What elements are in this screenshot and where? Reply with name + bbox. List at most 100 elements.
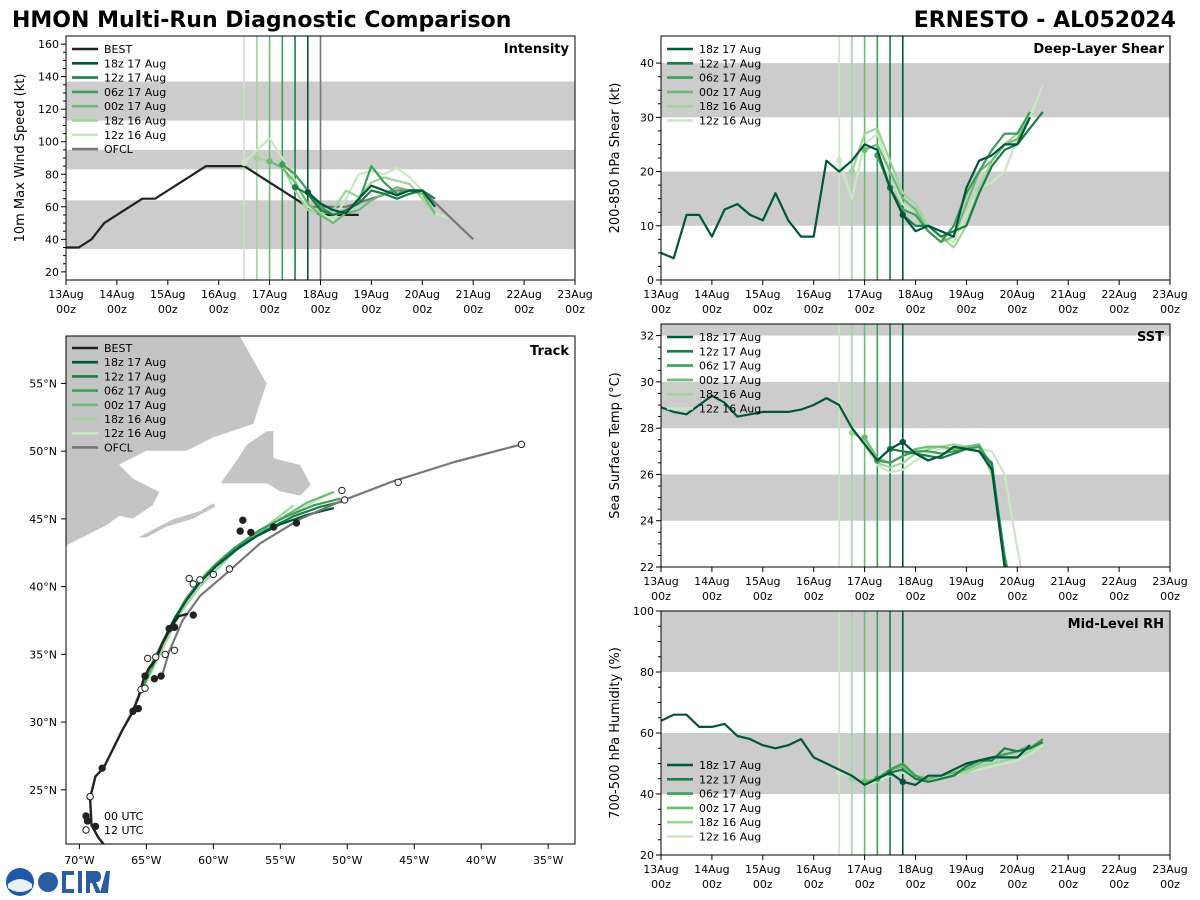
intensity-panel: 20 40 60 80 100 120 140 160 13Aug 00z 14Aug 00z 15Au… xyxy=(13,35,593,316)
series-group xyxy=(66,137,474,249)
x-tick-label: 00z xyxy=(702,878,722,891)
forecast-position-marker xyxy=(152,653,160,661)
y-tick-label: 40 xyxy=(640,788,654,801)
y-tick-label: 80 xyxy=(640,666,654,679)
x-tick-label: 50°W xyxy=(332,854,362,867)
x-tick-label: 00z xyxy=(1109,303,1129,316)
legend-label: 18z 17 Aug xyxy=(699,43,761,56)
x-tick-label: 00z xyxy=(362,303,382,316)
y-tick-label: 26 xyxy=(640,468,654,481)
best-position-marker xyxy=(98,764,106,772)
y-tick-label: 22 xyxy=(640,561,654,574)
shear-panel: 0 10 20 30 40 13Aug 00z 14Aug 00z 15Aug 00z 16Aug 00… xyxy=(608,35,1188,316)
series-line xyxy=(661,394,1006,567)
figure-title: HMON Multi-Run Diagnostic Comparison xyxy=(12,8,511,33)
x-tick-label: 21Aug xyxy=(1050,288,1085,301)
cira-logo-a-icon xyxy=(100,871,110,893)
x-tick-label: 00z xyxy=(804,878,824,891)
noaa-logo-wave-icon xyxy=(8,879,32,892)
best-position-marker xyxy=(269,523,278,531)
y-tick-label: 24 xyxy=(640,515,654,528)
init-marker xyxy=(266,158,273,165)
legend-label: BEST xyxy=(104,342,132,355)
x-tick-label: 18Aug xyxy=(898,288,933,301)
series-group xyxy=(661,394,1023,567)
x-tick-label: 00z xyxy=(1007,303,1027,316)
x-tick-label: 00z xyxy=(56,303,76,316)
series-line xyxy=(863,436,1009,567)
best-position-marker xyxy=(157,672,165,680)
init-marker xyxy=(899,211,906,219)
forecast-position-marker xyxy=(517,440,526,449)
track-line xyxy=(141,497,341,689)
track-panel: 70°W 65°W 60°W 55°W 50°W 45°W 40°W 35°W 25°N 30°N… xyxy=(29,335,576,867)
x-tick-label: 00z xyxy=(158,303,178,316)
y-tick-label: 0 xyxy=(647,274,654,287)
y-tick-label: 25°N xyxy=(29,784,57,797)
y-tick-label: 140 xyxy=(38,71,59,84)
x-tick-label: 21Aug xyxy=(1050,575,1085,588)
series-line xyxy=(838,404,1023,567)
y-axis-label: 10m Max Wind Speed (kt) xyxy=(13,74,28,243)
series-line xyxy=(661,116,1031,260)
series-line xyxy=(307,184,436,215)
series-group xyxy=(661,713,1044,787)
legend-00utc-marker xyxy=(82,812,90,820)
x-tick-label: 00z xyxy=(753,590,773,603)
plot-frame xyxy=(65,335,576,845)
y-tick-label: 20 xyxy=(640,166,654,179)
x-tick-label: 13Aug xyxy=(48,288,83,301)
x-tick-label: 00z xyxy=(209,303,229,316)
x-tick-label: 60°W xyxy=(198,854,228,867)
x-tick-label: 14Aug xyxy=(694,575,729,588)
forecast-position-marker xyxy=(225,565,234,573)
x-tick-label: 15Aug xyxy=(150,288,185,301)
y-tick-label: 50°N xyxy=(29,445,57,458)
legend-label: 12 UTC xyxy=(104,824,144,837)
y-tick-label: 28 xyxy=(640,422,654,435)
best-position-marker xyxy=(91,822,100,831)
track-line xyxy=(150,500,344,669)
legend-label: 00z 17 Aug xyxy=(104,399,166,412)
cira-logo-c-icon xyxy=(62,871,74,893)
init-marker xyxy=(861,434,868,441)
panel-title: Intensity xyxy=(504,42,570,57)
legend-label: 18z 17 Aug xyxy=(104,57,166,70)
shade-band xyxy=(661,324,1170,336)
legend-label: 12z 17 Aug xyxy=(699,345,761,358)
x-tick-label: 00z xyxy=(651,303,671,316)
x-tick-label: 00z xyxy=(855,878,875,891)
y-tick-label: 30 xyxy=(640,376,654,389)
x-tick-label: 22Aug xyxy=(1101,288,1136,301)
x-tick-label: 65°W xyxy=(131,854,161,867)
legend-label: 12z 17 Aug xyxy=(699,57,761,70)
forecast-position-marker xyxy=(141,684,149,692)
legend-label: 00z 17 Aug xyxy=(699,374,761,387)
x-tick-label: 00z xyxy=(107,303,127,316)
x-tick-label: 17Aug xyxy=(252,288,287,301)
y-tick-label: 40 xyxy=(45,233,59,246)
land-shape xyxy=(66,336,268,547)
x-tick-label: 00z xyxy=(260,303,280,316)
forecast-position-marker xyxy=(170,646,179,654)
legend-label: 00z 17 Aug xyxy=(699,802,761,815)
x-tick-label: 00z xyxy=(1160,878,1180,891)
x-tick-label: 21Aug xyxy=(1050,863,1085,876)
x-tick-label: 23Aug xyxy=(1152,575,1187,588)
x-tick-label: 00z xyxy=(957,878,977,891)
storm-title: ERNESTO - AL052024 xyxy=(914,8,1176,33)
y-tick-label: 120 xyxy=(38,103,59,116)
x-tick-label: 00z xyxy=(1007,590,1027,603)
legend-label: 12z 17 Aug xyxy=(104,370,166,383)
x-tick-label: 00z xyxy=(463,303,483,316)
x-tick-label: 00z xyxy=(804,303,824,316)
x-tick-label: 00z xyxy=(1109,878,1129,891)
legend-label: 18z 17 Aug xyxy=(699,759,761,772)
x-tick-label: 00z xyxy=(412,303,432,316)
x-tick-label: 00z xyxy=(1160,590,1180,603)
x-tick-label: 45°W xyxy=(399,854,429,867)
series-line xyxy=(889,741,1044,783)
series-line xyxy=(243,137,449,221)
y-axis-label: 700-500 hPa Humidity (%) xyxy=(608,647,623,819)
